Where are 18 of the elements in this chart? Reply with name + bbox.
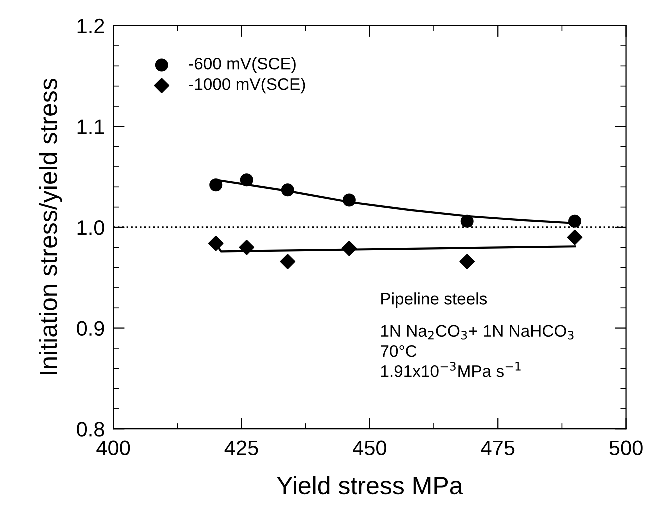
x-tick-label: 425	[224, 440, 258, 456]
y-tick-label: 1.1	[78, 120, 104, 134]
annotation: Pipeline steels	[382, 292, 488, 308]
x-tick-label: 500	[610, 440, 643, 456]
y-tick-label: 0.9	[77, 321, 104, 336]
annotation: 1.91x10$^{−3}$MPa s$^{−1}$	[381, 362, 521, 378]
annotation: 1N Na$_{2}$CO$_{3}$+ 1N NaHCO$_{3}$	[381, 325, 574, 340]
legend-label: -600 mV(SCE)	[189, 58, 296, 74]
legend-label: -1000 mV(SCE)	[189, 78, 306, 94]
x-tick-label: 475	[481, 440, 515, 456]
y-tick-label: 0.8	[77, 422, 104, 437]
x-tick-label: 400	[96, 440, 130, 456]
x-axis-title: Yield stress MPa	[277, 476, 464, 495]
y-tick-label: 1.0	[78, 220, 104, 236]
y-tick-label: 1.2	[78, 18, 104, 34]
x-tick-label: 450	[353, 440, 386, 456]
annotation: 70°C	[381, 345, 417, 358]
y-axis-title: Initiation stress/yield stress	[39, 79, 62, 375]
